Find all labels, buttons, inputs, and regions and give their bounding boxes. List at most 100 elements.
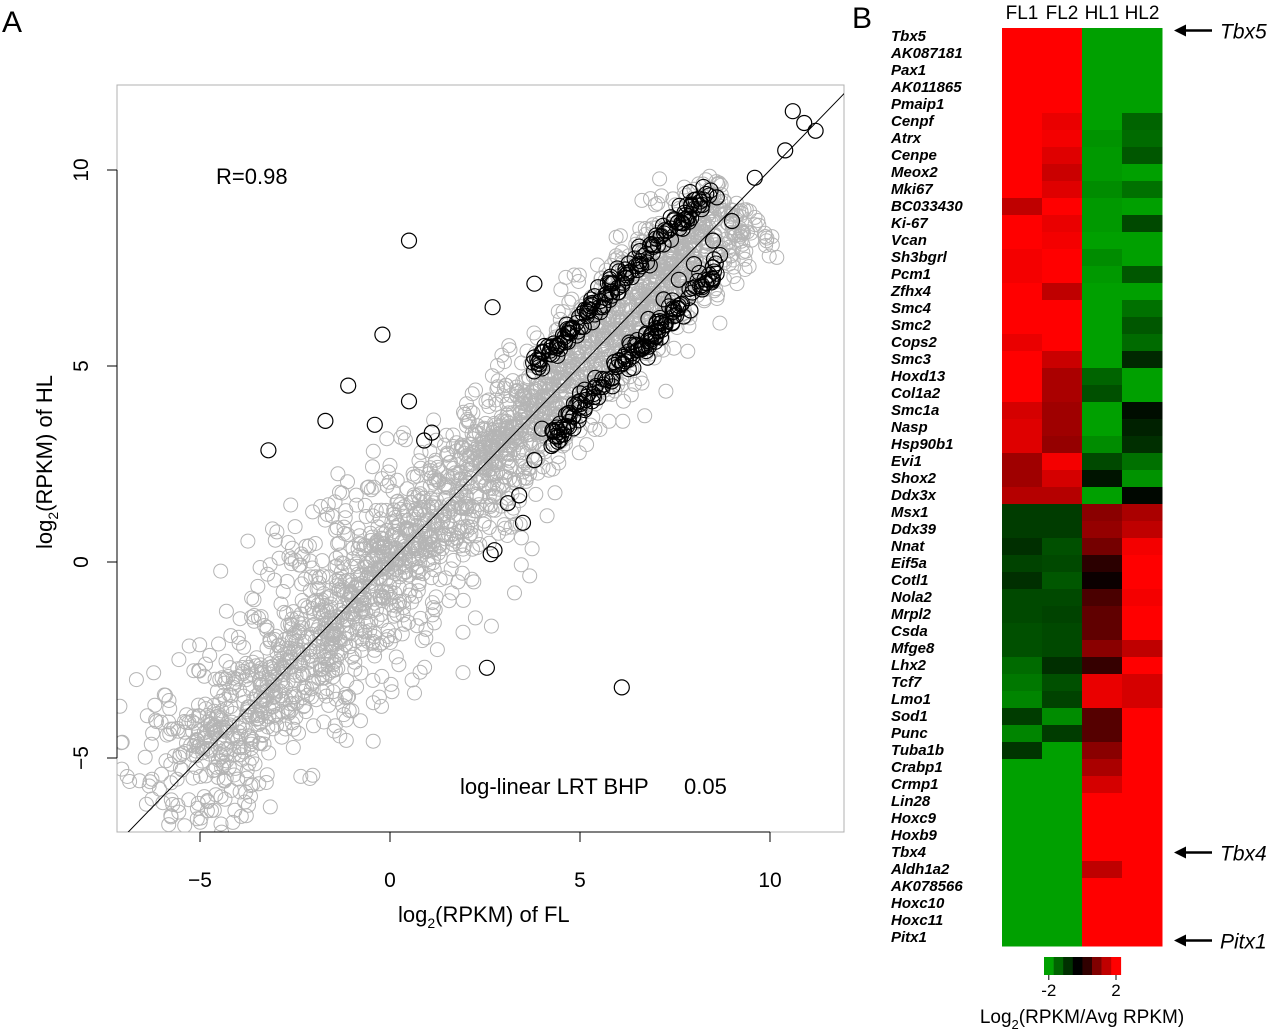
point-nonsignificant — [376, 539, 392, 555]
point-significant — [673, 214, 690, 231]
heatmap-cell — [1122, 402, 1163, 420]
colorbar-step — [1082, 957, 1093, 975]
point-significant — [526, 275, 543, 292]
point-nonsignificant — [243, 730, 259, 746]
point-nonsignificant — [388, 649, 404, 665]
heatmap-cell — [1042, 419, 1083, 437]
point-nonsignificant — [505, 427, 521, 443]
point-nonsignificant — [342, 625, 358, 641]
heatmap-cell — [1042, 776, 1083, 794]
significant-points — [260, 103, 824, 696]
point-nonsignificant — [423, 470, 439, 486]
heatmap-cell — [1042, 827, 1083, 845]
heatmap-cell — [1042, 640, 1083, 658]
point-nonsignificant — [382, 457, 398, 473]
point-significant — [400, 232, 418, 249]
point-nonsignificant — [272, 683, 288, 699]
callout-label: Tbx5 — [1220, 21, 1267, 44]
point-nonsignificant — [230, 771, 246, 787]
point-nonsignificant — [249, 650, 265, 666]
heatmap-cell — [1042, 623, 1083, 641]
point-significant — [705, 263, 722, 280]
point-significant — [340, 377, 357, 394]
point-significant — [576, 402, 593, 419]
heatmap-cell — [1042, 878, 1083, 896]
point-nonsignificant — [334, 555, 350, 571]
point-nonsignificant — [522, 435, 538, 451]
point-nonsignificant — [304, 560, 320, 576]
point-nonsignificant — [366, 479, 382, 495]
point-nonsignificant — [117, 734, 130, 750]
point-nonsignificant — [287, 625, 303, 641]
point-nonsignificant — [218, 603, 234, 619]
heatmap-cell — [1122, 453, 1163, 471]
heatmap-cell — [1002, 725, 1043, 743]
point-nonsignificant — [306, 718, 321, 734]
heatmap-row-label: Nasp — [891, 419, 928, 436]
point-nonsignificant — [259, 767, 275, 783]
heatmap-cell — [1002, 742, 1043, 760]
point-nonsignificant — [252, 560, 268, 575]
point-nonsignificant — [365, 459, 380, 475]
y-tick-label: 10 — [70, 158, 93, 181]
point-significant — [685, 256, 703, 273]
point-nonsignificant — [336, 587, 352, 602]
point-nonsignificant — [378, 571, 394, 587]
point-nonsignificant — [476, 513, 492, 529]
point-nonsignificant — [307, 633, 323, 649]
heatmap-cell — [1122, 283, 1163, 301]
point-nonsignificant — [243, 788, 258, 804]
point-significant — [638, 343, 655, 360]
point-significant — [549, 337, 567, 355]
point-nonsignificant — [225, 705, 241, 721]
point-nonsignificant — [332, 484, 347, 500]
heatmap-cell — [1042, 538, 1083, 556]
point-nonsignificant — [320, 623, 336, 639]
heatmap-row-label: Lmo1 — [891, 691, 931, 708]
point-nonsignificant — [319, 507, 335, 522]
point-nonsignificant — [438, 570, 453, 586]
heatmap-row-label: Hoxc11 — [891, 912, 943, 929]
point-nonsignificant — [425, 600, 441, 616]
heatmap-row-label: Meox2 — [891, 164, 938, 181]
point-nonsignificant — [367, 648, 383, 664]
point-nonsignificant — [654, 188, 669, 204]
point-nonsignificant — [314, 662, 330, 677]
colorbar-high-label: 2 — [1111, 981, 1120, 1000]
point-nonsignificant — [329, 520, 345, 536]
heatmap-cell — [1122, 368, 1163, 386]
point-nonsignificant — [330, 466, 346, 482]
point-nonsignificant — [410, 565, 426, 581]
point-nonsignificant — [397, 564, 413, 579]
point-significant — [673, 295, 691, 312]
point-significant — [683, 210, 700, 227]
heatmap-cell — [1082, 436, 1123, 454]
point-nonsignificant — [676, 179, 692, 195]
heatmap-row-label: Aldh1a2 — [890, 861, 950, 878]
heatmap-cell — [1082, 198, 1123, 216]
point-nonsignificant — [253, 735, 268, 751]
point-nonsignificant — [305, 504, 321, 520]
point-nonsignificant — [163, 775, 179, 791]
point-nonsignificant — [248, 688, 264, 704]
heatmap-cell — [1082, 589, 1123, 607]
point-nonsignificant — [372, 637, 387, 653]
point-nonsignificant — [353, 713, 368, 729]
point-significant — [558, 316, 575, 333]
heatmap-cell — [1002, 147, 1043, 165]
point-nonsignificant — [465, 499, 480, 514]
point-nonsignificant — [699, 208, 715, 223]
point-nonsignificant — [223, 688, 239, 704]
heatmap-cell — [1122, 232, 1163, 250]
colorbar-title: Log2(RPKM/Avg RPKM) — [980, 1007, 1184, 1032]
test-annotation: log-linear LRT BHP — [460, 774, 649, 799]
point-nonsignificant — [637, 408, 653, 424]
point-nonsignificant — [267, 532, 283, 548]
heatmap-cell — [1082, 538, 1123, 556]
heatmap-cell — [1122, 521, 1163, 539]
heatmap-cell — [1042, 810, 1083, 828]
nonsignificant-cloud — [117, 168, 785, 832]
correlation-annotation: R=0.98 — [216, 164, 288, 189]
point-nonsignificant — [639, 288, 655, 303]
point-nonsignificant — [713, 187, 729, 202]
